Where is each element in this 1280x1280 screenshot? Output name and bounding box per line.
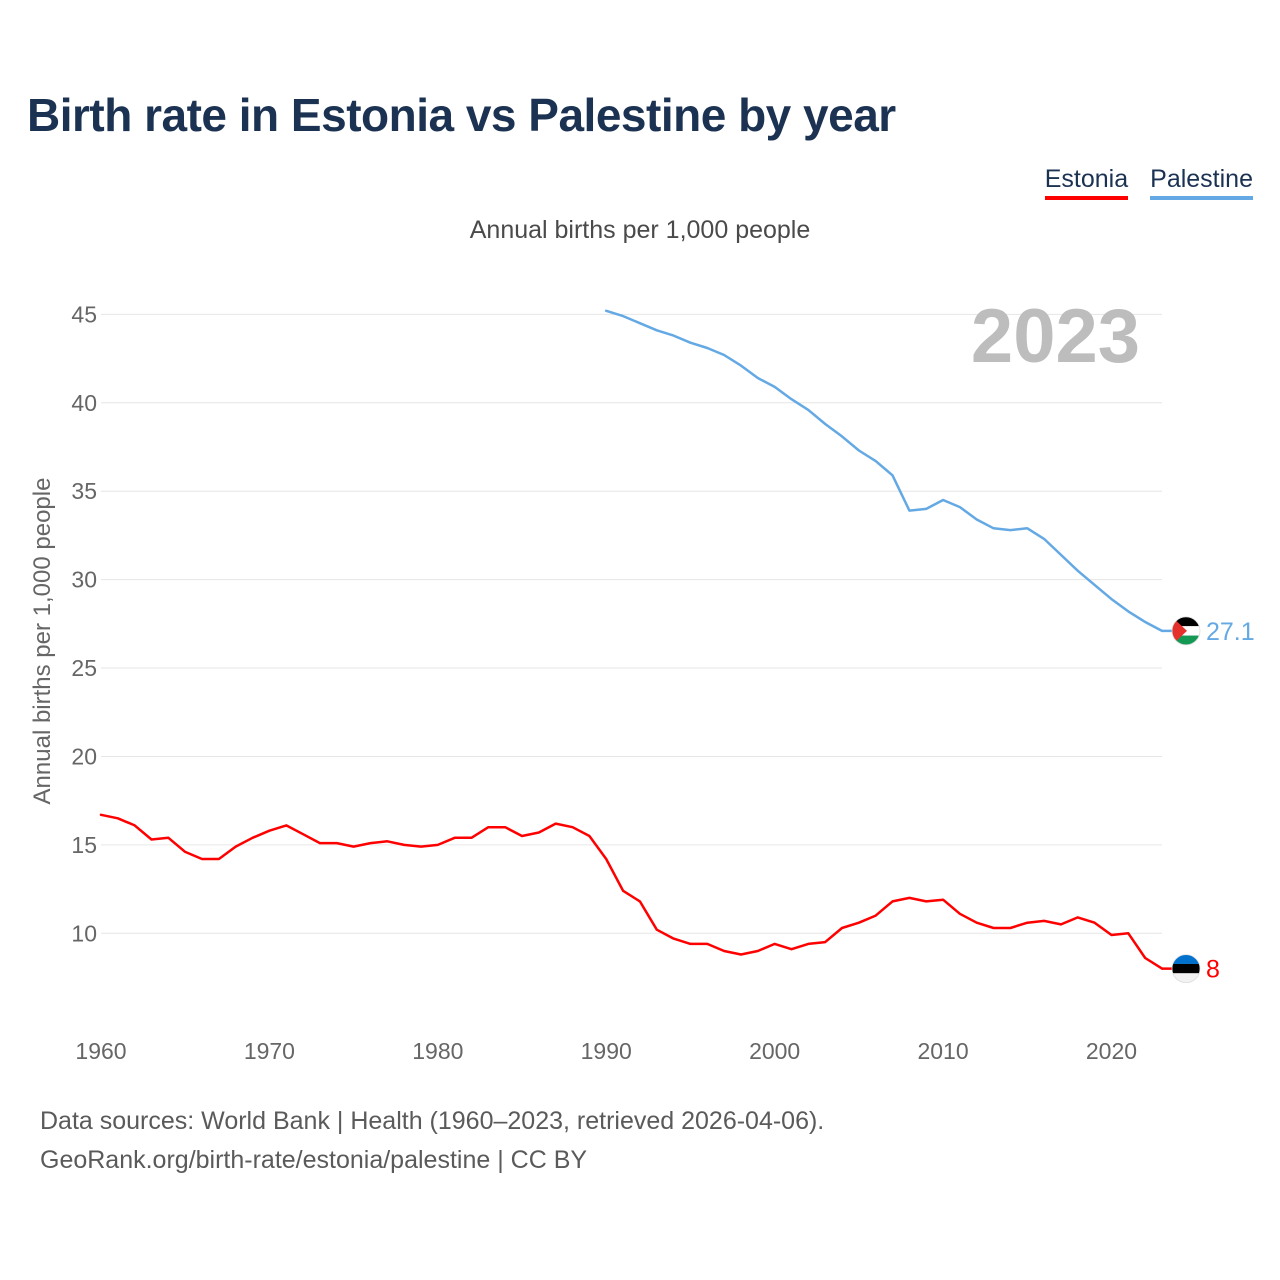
y-axis-label: Annual births per 1,000 people [29, 478, 56, 805]
legend-item-estonia[interactable]: Estonia [1044, 165, 1129, 200]
year-watermark: 2023 [971, 294, 1140, 379]
y-tick-label: 20 [71, 743, 97, 769]
palestine-flag-icon [1171, 616, 1201, 646]
legend: Estonia Palestine [1044, 165, 1253, 200]
y-tick-label: 30 [71, 567, 97, 593]
end-value-label-estonia: 8 [1206, 956, 1220, 984]
y-tick-label: 35 [71, 478, 97, 504]
x-tick-label: 2010 [917, 1038, 968, 1064]
x-tick-label: 2000 [749, 1038, 800, 1064]
grid-lines [101, 313, 1162, 934]
chart-subtitle: Annual births per 1,000 people [469, 216, 811, 244]
y-tick-label: 25 [71, 655, 97, 681]
end-flags: 827.1 [1171, 616, 1255, 984]
x-tick-label: 1970 [244, 1038, 295, 1064]
estonia-flag-icon [1171, 954, 1201, 984]
y-tick-label: 45 [71, 301, 97, 327]
series-line-palestine[interactable] [604, 309, 1164, 633]
x-tick-label: 1960 [75, 1038, 126, 1064]
series-lines [99, 309, 1172, 970]
x-tick-label: 2020 [1086, 1038, 1137, 1064]
chart-title: Birth rate in Estonia vs Palestine by ye… [27, 89, 896, 141]
footer-link[interactable]: GeoRank.org/birth-rate/estonia/palestine… [40, 1146, 588, 1174]
y-tick-label: 15 [71, 832, 97, 858]
y-tick-label: 10 [71, 920, 97, 946]
x-tick-label: 1990 [581, 1038, 632, 1064]
y-axis-ticks: 10 15 20 25 30 35 40 45 [71, 301, 97, 946]
x-tick-label: 1980 [412, 1038, 463, 1064]
footer-sources: Data sources: World Bank | Health (1960–… [40, 1107, 825, 1135]
end-value-label-palestine: 27.1 [1206, 618, 1255, 646]
series-line-estonia[interactable] [99, 813, 1164, 970]
y-tick-label: 40 [71, 390, 97, 416]
legend-item-palestine[interactable]: Palestine [1150, 165, 1253, 200]
x-axis-ticks: 1960 1970 1980 1990 2000 2010 2020 [75, 1038, 1137, 1064]
